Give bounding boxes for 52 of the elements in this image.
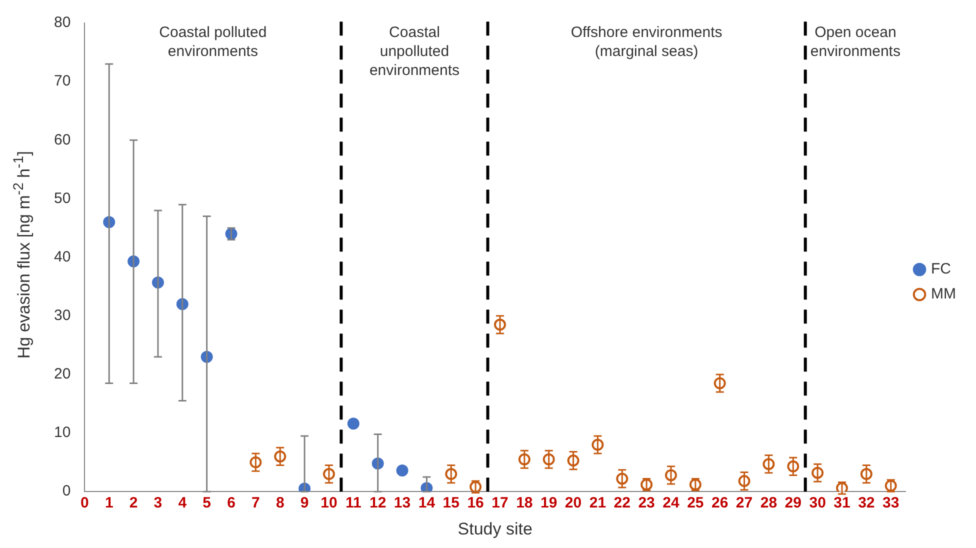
x-tick-label: 21	[589, 494, 606, 512]
y-tick-label: 50	[54, 190, 71, 207]
x-tick-label: 5	[202, 494, 212, 512]
x-tick-label: 1	[104, 494, 114, 512]
x-tick-label: 7	[252, 494, 260, 512]
point	[396, 464, 408, 477]
x-tick-label: 24	[662, 494, 680, 512]
annotation: Coastal polluted environments	[159, 24, 267, 60]
x-tick-label: 23	[638, 494, 655, 512]
x-tick-label: 20	[564, 494, 582, 512]
legend-label: FC	[931, 260, 952, 278]
x-axis-title: Study site	[458, 519, 532, 538]
y-tick-label: 0	[62, 482, 71, 500]
x-tick-label: 0	[80, 494, 89, 512]
x-tick-label: 4	[178, 494, 188, 512]
x-tick-label: 28	[760, 494, 778, 512]
x-tick-label: 6	[227, 494, 236, 512]
x-tick-label: 33	[882, 494, 900, 512]
x-tick-label: 3	[154, 494, 162, 512]
annotation: Offshore environments (marginal seas)	[570, 24, 722, 60]
x-tick-label: 30	[809, 494, 826, 512]
x-tick-label: 2	[129, 494, 138, 512]
x-tick-label: 31	[834, 494, 850, 512]
x-tick-label: 25	[687, 494, 704, 512]
y-tick-label: 10	[54, 424, 71, 442]
x-tick-label: 22	[614, 494, 630, 512]
x-tick-label: 14	[418, 494, 436, 512]
x-tick-label: 13	[394, 494, 411, 512]
y-tick-label: 30	[54, 307, 71, 324]
x-tick-label: 10	[320, 494, 338, 512]
x-tick-label: 27	[736, 494, 753, 512]
y-tick-label: 70	[54, 72, 71, 90]
point	[347, 418, 360, 430]
y-tick-label: 80	[54, 14, 71, 32]
x-tick-label: 8	[276, 494, 284, 512]
x-tick-label: 15	[442, 494, 460, 512]
x-tick-label: 29	[784, 494, 802, 512]
x-tick-label: 26	[712, 494, 728, 512]
x-tick-label: 12	[369, 494, 386, 512]
annotation: Coastal unpolluted environments	[369, 24, 460, 79]
y-tick-label: 60	[54, 131, 71, 148]
y-tick-label: 40	[54, 248, 71, 266]
annotation: Open ocean environments	[810, 24, 900, 60]
x-tick-label: 11	[345, 494, 362, 512]
x-tick-label: 17	[492, 494, 508, 512]
x-tick-label: 16	[467, 494, 484, 512]
x-tick-label: 18	[516, 494, 533, 512]
x-tick-label: 19	[540, 494, 558, 512]
y-tick-label: 20	[54, 366, 71, 383]
legend-label: MM	[931, 286, 956, 303]
x-tick-label: 9	[300, 494, 309, 512]
x-tick-label: 32	[858, 494, 875, 512]
